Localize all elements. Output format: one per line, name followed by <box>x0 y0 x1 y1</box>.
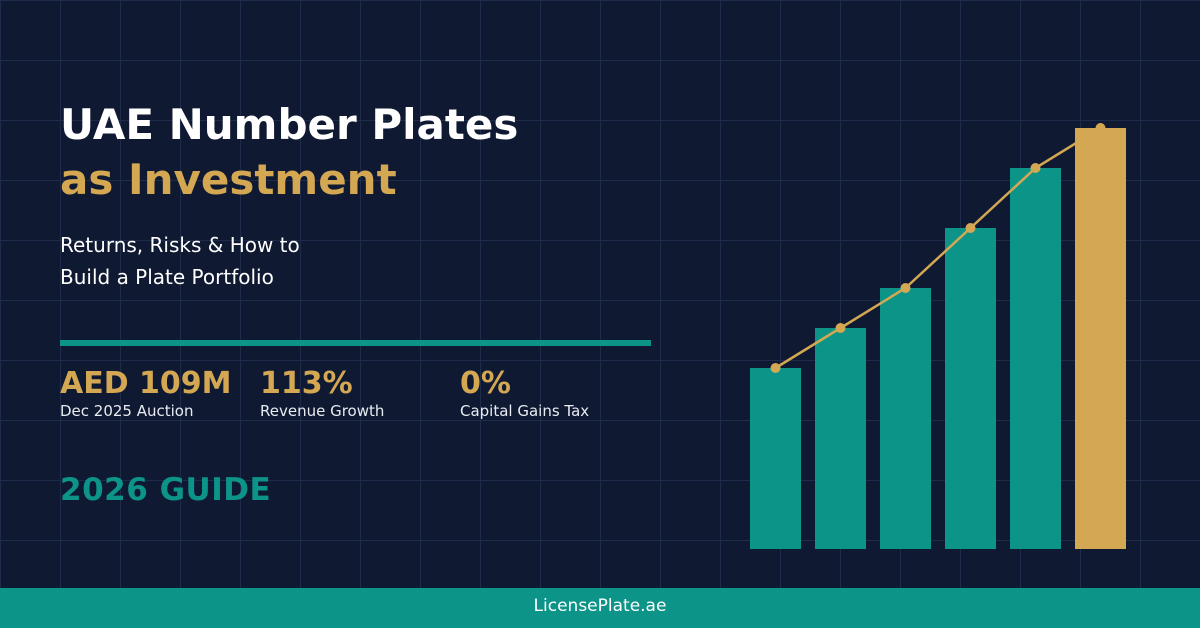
chart-bar <box>945 228 996 549</box>
stat-value: AED 109M <box>60 366 232 401</box>
trend-point <box>835 323 846 333</box>
subtitle-line1: Returns, Risks & How to <box>60 233 300 257</box>
stat-label: Capital Gains Tax <box>460 402 590 420</box>
stat-value: 0% <box>460 366 511 401</box>
subtitle-line2: Build a Plate Portfolio <box>60 265 274 289</box>
guide-badge: 2026 GUIDE <box>60 472 272 508</box>
stat-label: Dec 2025 Auction <box>60 402 194 420</box>
stat-value: 113% <box>260 366 353 401</box>
trend-line <box>774 126 1102 370</box>
page-title-line2: as Investment <box>60 155 397 204</box>
trend-point <box>1095 123 1106 133</box>
stat-auction: AED 109M Dec 2025 Auction <box>60 366 232 420</box>
chart-bar <box>1075 128 1126 549</box>
chart-bar <box>1010 168 1061 549</box>
stat-capital-gains-tax: 0% Capital Gains Tax <box>460 366 589 420</box>
trend-point <box>1030 163 1041 173</box>
site-link[interactable]: LicensePlate.ae <box>533 596 667 616</box>
footer-bar: LicensePlate.ae <box>0 588 1200 628</box>
trend-point <box>965 223 976 233</box>
trend-point <box>900 283 911 293</box>
page-title-line1: UAE Number Plates <box>60 100 519 149</box>
background-grid <box>0 0 1200 588</box>
stat-revenue-growth: 113% Revenue Growth <box>260 366 384 420</box>
stat-label: Revenue Growth <box>260 402 385 420</box>
divider <box>60 340 651 346</box>
trend-point <box>770 363 781 373</box>
chart-bar <box>815 328 866 549</box>
chart-bar <box>750 368 801 549</box>
growth-chart <box>750 123 1126 549</box>
chart-bar <box>880 288 931 549</box>
subtitle: Returns, Risks & How to Build a Plate Po… <box>60 229 300 293</box>
